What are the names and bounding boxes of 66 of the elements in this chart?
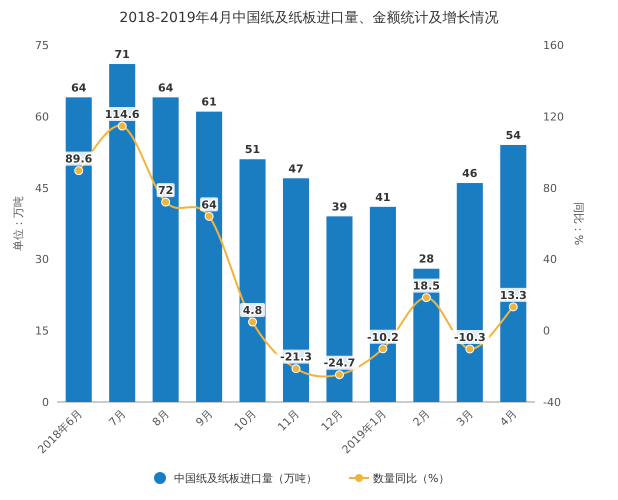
bar [196, 112, 222, 402]
data-label: -21.3 [280, 350, 312, 364]
data-label: 28 [418, 252, 434, 266]
x-tick-label: 9月 [193, 406, 216, 429]
data-label: 61 [201, 96, 217, 109]
y2-tick-label: -40 [543, 396, 561, 409]
data-label: 51 [244, 143, 260, 156]
x-tick-label: 8月 [150, 406, 172, 429]
y2-tick-label: 80 [543, 182, 557, 195]
data-label: 64 [71, 81, 87, 94]
data-label: 71 [114, 48, 130, 62]
data-label: 13.3 [500, 288, 527, 302]
data-label: 39 [332, 200, 348, 214]
chart-title: 2018-2019年4月中国纸及纸板进口量、金额统计及增长情况 [119, 10, 499, 26]
x-tick-label: 3月 [454, 406, 476, 429]
y-axis-title: 单位：万吨 [12, 196, 25, 251]
point [292, 364, 300, 374]
y-tick-label: 75 [35, 39, 49, 52]
legend-数量同比（%）: 数量同比（%） [349, 472, 450, 485]
data-label: 114.6 [104, 108, 140, 122]
data-label: 54 [506, 128, 522, 142]
x-tick-label: 2月 [410, 406, 432, 429]
x-tick-label: 10月 [232, 406, 259, 434]
data-label: 64 [201, 198, 218, 212]
y2-tick-label: 40 [543, 253, 557, 266]
y-tick-label: 60 [35, 110, 49, 124]
data-label: 89.6 [65, 152, 93, 166]
data-label: 64 [158, 81, 174, 94]
y-tick-label: 45 [35, 182, 49, 195]
data-label: 41 [375, 190, 391, 204]
x-tick-label: 12月 [318, 406, 346, 434]
data-label: 72 [158, 184, 174, 198]
x-tick-label: 7月 [106, 406, 128, 429]
data-label: -24.7 [324, 356, 356, 370]
bar [152, 97, 179, 402]
point [74, 166, 84, 176]
bar [66, 97, 92, 402]
data-label: -10.2 [367, 330, 399, 344]
legend-中国纸及纸板进口量（万吨）: 中国纸及纸板进口量（万吨） [154, 472, 317, 485]
x-tick-label: 4月 [497, 406, 520, 429]
bar [500, 144, 526, 402]
point [508, 302, 518, 312]
point [118, 122, 127, 131]
legend-label: 数量同比（%） [373, 472, 450, 485]
y-tick-label: 0 [42, 396, 49, 409]
y2-axis-title: 同比：% [572, 202, 585, 246]
point [422, 293, 431, 302]
bar [240, 159, 266, 402]
point [378, 344, 388, 354]
y2-tick-label: 160 [543, 39, 564, 52]
data-label: 46 [462, 167, 478, 180]
y2-tick-label: 0 [543, 324, 550, 338]
point [248, 318, 258, 327]
point [334, 370, 344, 380]
y-tick-label: 30 [35, 253, 49, 266]
x-tick-label: 11月 [275, 406, 302, 434]
point [465, 344, 474, 354]
data-label: 47 [288, 162, 304, 176]
data-label: 4.8 [242, 304, 262, 318]
point [204, 212, 214, 221]
y2-tick-label: 120 [543, 110, 564, 124]
data-label: -10.3 [454, 330, 486, 344]
data-label: 18.5 [412, 280, 440, 293]
point [161, 198, 170, 207]
y-tick-label: 15 [35, 324, 49, 338]
bar [413, 268, 440, 402]
